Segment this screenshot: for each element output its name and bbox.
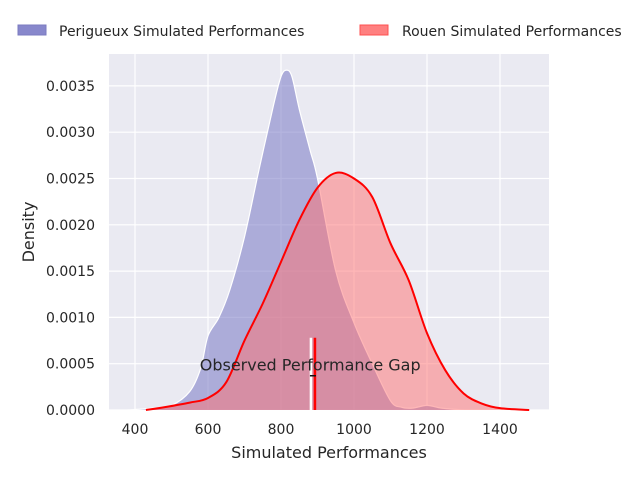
y-tick-label: 0.0015 [46, 264, 95, 280]
density-line-rouen [145, 171, 530, 411]
y-tick-label: 0.0005 [46, 357, 95, 373]
legend: Perigueux Simulated Performances Rouen S… [17, 24, 622, 40]
y-tick-label: 0.0035 [46, 79, 95, 95]
x-tick-label: 1200 [409, 422, 445, 438]
density-area-rouen [145, 172, 530, 410]
y-tick-label: 0.0020 [46, 218, 95, 234]
legend-label-rouen: Rouen Simulated Performances [402, 24, 622, 40]
y-tick-labels: 0.0000 0.0005 0.0010 0.0015 0.0020 0.0025 0.00… [46, 79, 95, 419]
x-tick-labels: 400 600 800 1000 1200 1400 [122, 422, 518, 438]
x-tick-label: 1400 [482, 422, 518, 438]
x-tick-label: 800 [268, 422, 295, 438]
y-tick-label: 0.0025 [46, 172, 95, 188]
legend-swatch-perigueux [17, 24, 47, 36]
x-axis-label: Simulated Performances [231, 443, 427, 462]
x-tick-label: 600 [195, 422, 222, 438]
y-axis-label: Density [19, 202, 38, 263]
legend-label-perigueux: Perigueux Simulated Performances [59, 24, 304, 40]
y-tick-label: 0.0030 [46, 125, 95, 141]
y-tick-label: 0.0010 [46, 310, 95, 326]
observed-lines [309, 337, 317, 410]
legend-swatch-rouen [359, 24, 389, 36]
density-areas [127, 69, 530, 411]
annotation-label: Observed Performance Gap [200, 355, 421, 374]
y-tick-label: 0.0000 [46, 403, 95, 419]
x-tick-label: 400 [122, 422, 149, 438]
x-tick-label: 1000 [336, 422, 372, 438]
